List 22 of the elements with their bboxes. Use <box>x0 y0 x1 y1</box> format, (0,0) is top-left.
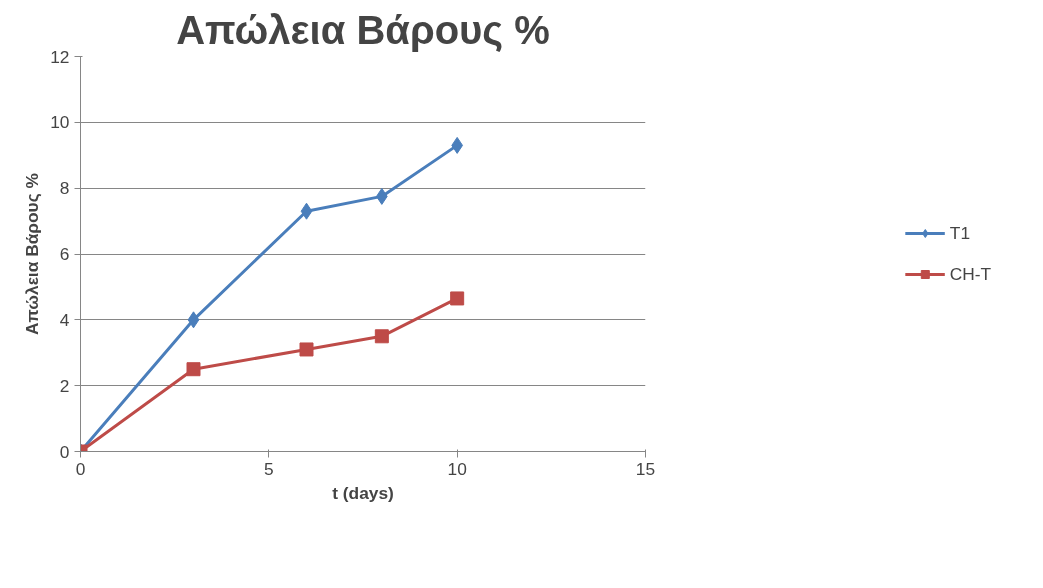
y-tick-label: 6 <box>59 244 70 264</box>
x-tick-label: 15 <box>635 458 656 479</box>
point <box>374 329 389 344</box>
y-tick-label: 12 <box>50 46 70 67</box>
y-tick-label: 8 <box>59 178 70 199</box>
x-tick-label: 10 <box>447 458 467 479</box>
y-tick-label: 0 <box>59 441 70 462</box>
x-tick-label: 5 <box>264 458 274 479</box>
x-axis-title: t (days) <box>332 482 394 503</box>
point <box>450 291 465 306</box>
legend-label: T1 <box>949 222 971 244</box>
chart-title: Απώλεια Βάρους % <box>176 7 550 53</box>
point <box>187 311 200 329</box>
y-tick-label: 4 <box>59 309 70 330</box>
legend-label: CH-T <box>949 263 992 285</box>
y-tick-label: 2 <box>59 375 70 396</box>
point <box>299 342 314 357</box>
y-tick-label: 10 <box>50 112 70 133</box>
point <box>186 362 201 377</box>
y-axis-title: Απώλεια Βάρους % <box>22 173 43 335</box>
x-tick-label: 0 <box>75 458 86 479</box>
point <box>300 202 313 220</box>
